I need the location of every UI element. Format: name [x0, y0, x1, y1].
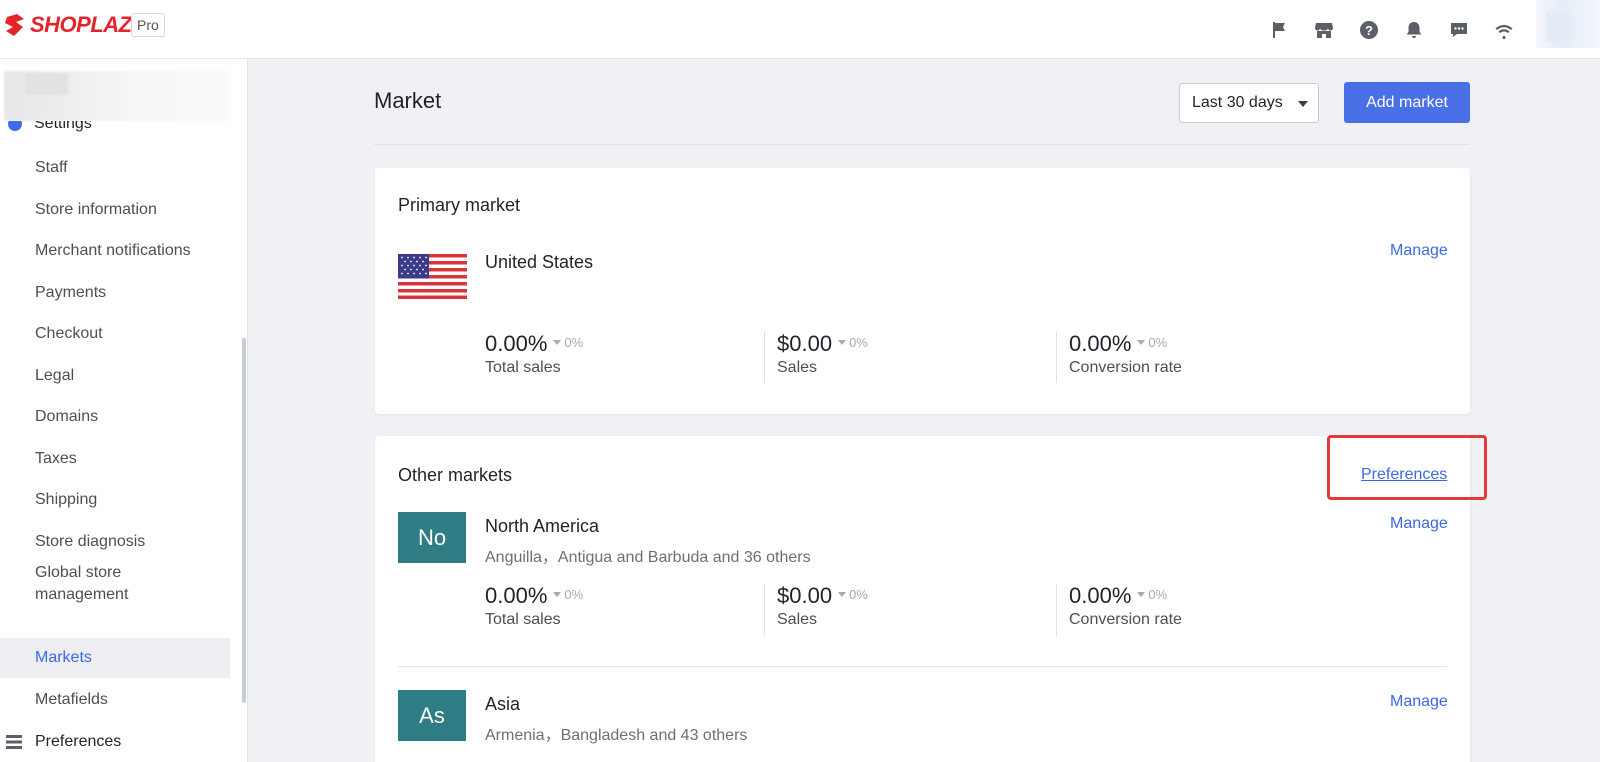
stat-conversion-rate: 0.00% 0% Conversion rate — [1069, 583, 1182, 628]
primary-manage-link[interactable]: Manage — [1390, 242, 1448, 259]
stat-total-sales: 0.00% 0% Total sales — [485, 331, 583, 376]
settings-label: Settings — [34, 121, 92, 132]
logo-mark-icon — [5, 14, 24, 36]
preferences-label: Preferences — [35, 733, 122, 750]
market-countries: Armenia，Bangladesh and 43 others — [485, 727, 748, 744]
wifi-icon[interactable] — [1487, 13, 1521, 47]
stat-delta: 0% — [1137, 335, 1167, 350]
chat-icon[interactable] — [1442, 13, 1476, 47]
stat-label: Sales — [777, 359, 818, 376]
date-range-select[interactable]: Last 30 days — [1179, 83, 1319, 123]
help-icon[interactable]: ? — [1352, 13, 1386, 47]
stat-label: Sales — [777, 611, 818, 628]
caret-down-icon — [553, 592, 562, 597]
us-flag-icon — [398, 254, 467, 299]
market-name: North America — [485, 516, 600, 536]
stat-total-sales: 0.00% 0% Total sales — [485, 583, 583, 628]
sidebar: Settings Staff Store information Merchan… — [0, 59, 248, 762]
store-name-blurred — [4, 71, 230, 121]
sidebar-item-store-information[interactable]: Store information — [35, 201, 157, 218]
sidebar-item-merchant-notifications[interactable]: Merchant notifications — [35, 242, 191, 259]
sidebar-item-global-store-management[interactable]: Global store management — [35, 564, 129, 603]
stat-sales: $0.00 0% Sales — [777, 331, 868, 376]
sidebar-item-metafields[interactable]: Metafields — [35, 691, 108, 708]
primary-market-title: Primary market — [398, 195, 521, 215]
north-america-manage-link[interactable]: Manage — [1390, 515, 1448, 532]
stat-delta: 0% — [838, 587, 868, 602]
settings-icon — [8, 121, 22, 131]
stat-delta: 0% — [553, 587, 583, 602]
divider — [764, 584, 765, 636]
sidebar-item-store-diagnosis[interactable]: Store diagnosis — [35, 533, 146, 550]
caret-down-icon — [838, 592, 847, 597]
stat-value: 0.00% — [1069, 583, 1132, 608]
sidebar-item-staff[interactable]: Staff — [35, 159, 68, 176]
store-icon[interactable] — [1307, 13, 1341, 47]
other-markets-card: Other markets Preferences No North Ameri… — [375, 436, 1470, 762]
sidebar-item-legal[interactable]: Legal — [35, 367, 75, 384]
divider — [374, 144, 1470, 145]
stat-value: 0.00% — [485, 583, 548, 608]
market-name: United States — [485, 252, 594, 272]
sidebar-item-shipping[interactable]: Shipping — [35, 491, 98, 508]
svg-text:?: ? — [1365, 23, 1373, 38]
stat-value: 0.00% — [1069, 331, 1132, 356]
stat-label: Total sales — [485, 359, 561, 376]
user-avatar[interactable] — [1536, 0, 1600, 48]
bell-icon[interactable] — [1397, 13, 1431, 47]
stat-value: $0.00 — [777, 331, 833, 356]
region-avatar: No — [398, 512, 466, 563]
divider — [398, 666, 1447, 667]
caret-down-icon — [838, 340, 847, 345]
page-title: Market — [374, 88, 442, 113]
stat-conversion-rate: 0.00% 0% Conversion rate — [1069, 331, 1182, 376]
region-avatar: As — [398, 690, 466, 741]
divider — [1056, 331, 1057, 383]
settings-section-header[interactable]: Settings — [4, 121, 204, 135]
preferences-icon — [6, 735, 22, 749]
sidebar-scrollbar[interactable] — [242, 338, 246, 703]
stat-delta: 0% — [1137, 587, 1167, 602]
asia-manage-link[interactable]: Manage — [1390, 693, 1448, 710]
sidebar-item-payments[interactable]: Payments — [35, 284, 107, 301]
stat-sales: $0.00 0% Sales — [777, 583, 868, 628]
stat-delta: 0% — [838, 335, 868, 350]
divider — [1056, 584, 1057, 636]
market-name: Asia — [485, 694, 521, 714]
chevron-down-icon — [1298, 101, 1308, 107]
stat-label: Conversion rate — [1069, 359, 1182, 376]
primary-market-card: Primary market Manage United States 0.00… — [375, 168, 1470, 414]
stat-label: Total sales — [485, 611, 561, 628]
stat-value: $0.00 — [777, 583, 833, 608]
add-market-button[interactable]: Add market — [1344, 82, 1470, 123]
sidebar-item-preferences[interactable]: Preferences — [0, 722, 230, 762]
date-range-value: Last 30 days — [1192, 94, 1283, 111]
sidebar-item-taxes[interactable]: Taxes — [35, 450, 77, 467]
plan-badge: Pro — [131, 13, 165, 37]
market-countries: Anguilla，Antigua and Barbuda and 36 othe… — [485, 549, 811, 566]
caret-down-icon — [1137, 592, 1146, 597]
stat-value: 0.00% — [485, 331, 548, 356]
sidebar-item-domains[interactable]: Domains — [35, 408, 99, 425]
stat-delta: 0% — [553, 335, 583, 350]
sidebar-item-checkout[interactable]: Checkout — [35, 325, 103, 342]
sidebar-item-markets[interactable]: Markets — [0, 638, 230, 678]
stat-label: Conversion rate — [1069, 611, 1182, 628]
caret-down-icon — [1137, 340, 1146, 345]
other-markets-title: Other markets — [398, 465, 513, 485]
top-bar: SHOPLAZZA Pro ? — [0, 0, 1600, 59]
preferences-link[interactable]: Preferences — [1361, 466, 1448, 483]
caret-down-icon — [553, 340, 562, 345]
divider — [764, 331, 765, 383]
flag-icon[interactable] — [1262, 13, 1296, 47]
top-icon-group: ? — [1262, 13, 1532, 47]
